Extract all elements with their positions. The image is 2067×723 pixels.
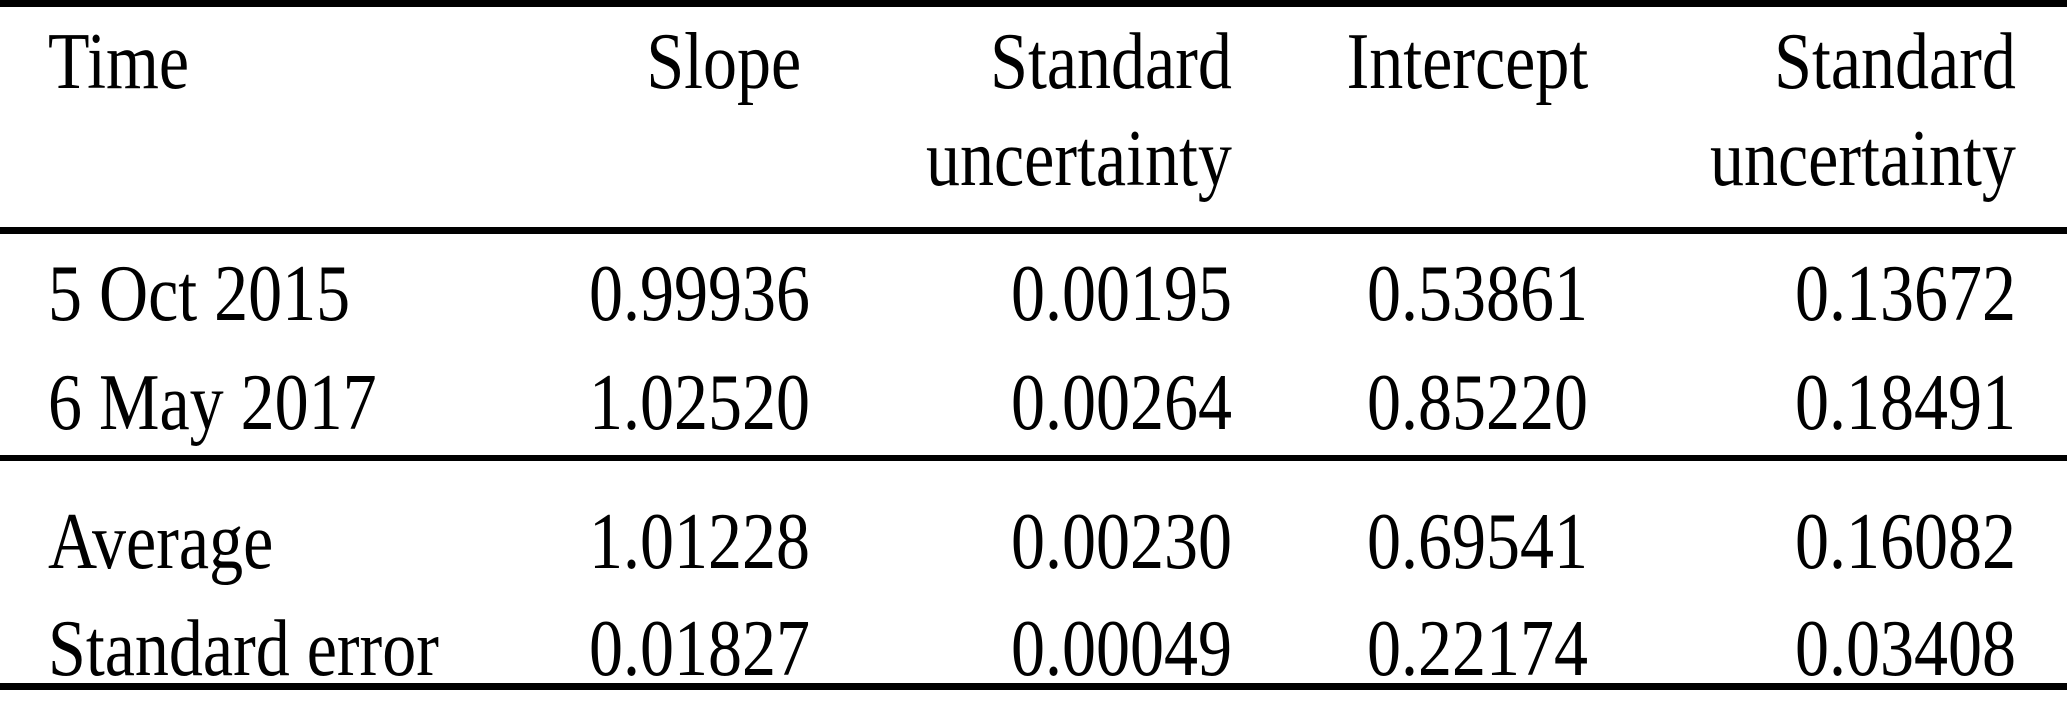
cell-slope-value: 1.02520	[589, 359, 810, 447]
cell-intercept-value: 0.69541	[1367, 498, 1588, 586]
intercept-uncertainty-line1: Standard	[1774, 18, 2016, 106]
cell-slope: 0.99936	[550, 234, 810, 343]
column-header-intercept-uncertainty: Standard uncertainty	[1588, 7, 2067, 234]
cell-intercept: 0.22174	[1232, 591, 1588, 723]
cell-intercept-uncertainty-value: 0.18491	[1795, 359, 2016, 447]
cell-time-value: Standard error	[48, 605, 439, 693]
cell-slope-uncertainty-value: 0.00195	[1011, 250, 1232, 338]
cell-time-value: 5 Oct 2015	[48, 250, 351, 338]
cell-time: Standard error	[0, 591, 550, 723]
cell-intercept-uncertainty-value: 0.13672	[1795, 250, 2016, 338]
cell-time: 6 May 2017	[0, 343, 550, 478]
cell-slope: 1.01228	[550, 478, 810, 591]
cell-slope-uncertainty: 0.00195	[801, 234, 1232, 343]
cell-intercept: 0.53861	[1232, 234, 1588, 343]
mid-rule	[0, 455, 2067, 461]
cell-intercept-uncertainty-value: 0.03408	[1795, 605, 2016, 693]
cell-time: Average	[0, 478, 550, 591]
column-header-intercept-uncertainty-label: Standard uncertainty	[1710, 14, 2016, 208]
cell-slope-value: 0.99936	[589, 250, 810, 338]
cell-intercept-value: 0.22174	[1367, 605, 1588, 693]
column-header-slope-uncertainty-label: Standard uncertainty	[926, 14, 1232, 208]
cell-time-value: Average	[48, 498, 274, 586]
slope-uncertainty-line2: uncertainty	[926, 115, 1232, 203]
cell-intercept-value: 0.53861	[1367, 250, 1588, 338]
header-rule	[0, 227, 2067, 234]
cell-intercept: 0.69541	[1232, 478, 1588, 591]
cell-intercept: 0.85220	[1232, 343, 1588, 478]
regression-results-table: Time Slope Standard uncertainty Intercept…	[0, 7, 2067, 723]
column-header-slope-label: Slope	[646, 18, 801, 106]
cell-intercept-uncertainty: 0.18491	[1588, 343, 2067, 478]
cell-slope: 0.01827	[550, 591, 810, 723]
cell-slope-value: 1.01228	[589, 498, 810, 586]
top-rule	[0, 0, 2067, 7]
cell-slope-value: 0.01827	[589, 605, 810, 693]
column-header-time: Time	[0, 7, 550, 234]
paper-table-page: Time Slope Standard uncertainty Intercept…	[0, 0, 2067, 693]
column-header-intercept-label: Intercept	[1346, 18, 1588, 106]
cell-slope: 1.02520	[550, 343, 810, 478]
column-header-slope: Slope	[550, 7, 801, 234]
cell-slope-uncertainty-value: 0.00230	[1011, 498, 1232, 586]
column-header-intercept: Intercept	[1232, 7, 1588, 234]
cell-slope-uncertainty-value: 0.00049	[1011, 605, 1232, 693]
cell-intercept-uncertainty-value: 0.16082	[1795, 498, 2016, 586]
summary-row-average: Average 1.01228 0.00230 0.69541 0.16082	[0, 478, 2067, 591]
cell-slope-uncertainty: 0.00049	[801, 591, 1232, 723]
summary-row-standard-error: Standard error 0.01827 0.00049 0.22174 0…	[0, 591, 2067, 723]
cell-time: 5 Oct 2015	[0, 234, 550, 343]
intercept-uncertainty-line2: uncertainty	[1710, 115, 2016, 203]
slope-uncertainty-line1: Standard	[990, 18, 1232, 106]
cell-intercept-uncertainty: 0.03408	[1588, 591, 2067, 723]
cell-slope-uncertainty: 0.00230	[801, 478, 1232, 591]
column-header-slope-uncertainty: Standard uncertainty	[801, 7, 1232, 234]
header-row: Time Slope Standard uncertainty Intercept…	[0, 7, 2067, 234]
cell-intercept-value: 0.85220	[1367, 359, 1588, 447]
cell-slope-uncertainty-value: 0.00264	[1011, 359, 1232, 447]
cell-intercept-uncertainty: 0.16082	[1588, 478, 2067, 591]
table-row: 6 May 2017 1.02520 0.00264 0.85220 0.184…	[0, 343, 2067, 478]
cell-intercept-uncertainty: 0.13672	[1588, 234, 2067, 343]
bottom-rule	[0, 683, 2067, 690]
cell-time-value: 6 May 2017	[48, 359, 377, 447]
table-row: 5 Oct 2015 0.99936 0.00195 0.53861 0.136…	[0, 234, 2067, 343]
cell-slope-uncertainty: 0.00264	[801, 343, 1232, 478]
column-header-time-label: Time	[48, 18, 190, 106]
